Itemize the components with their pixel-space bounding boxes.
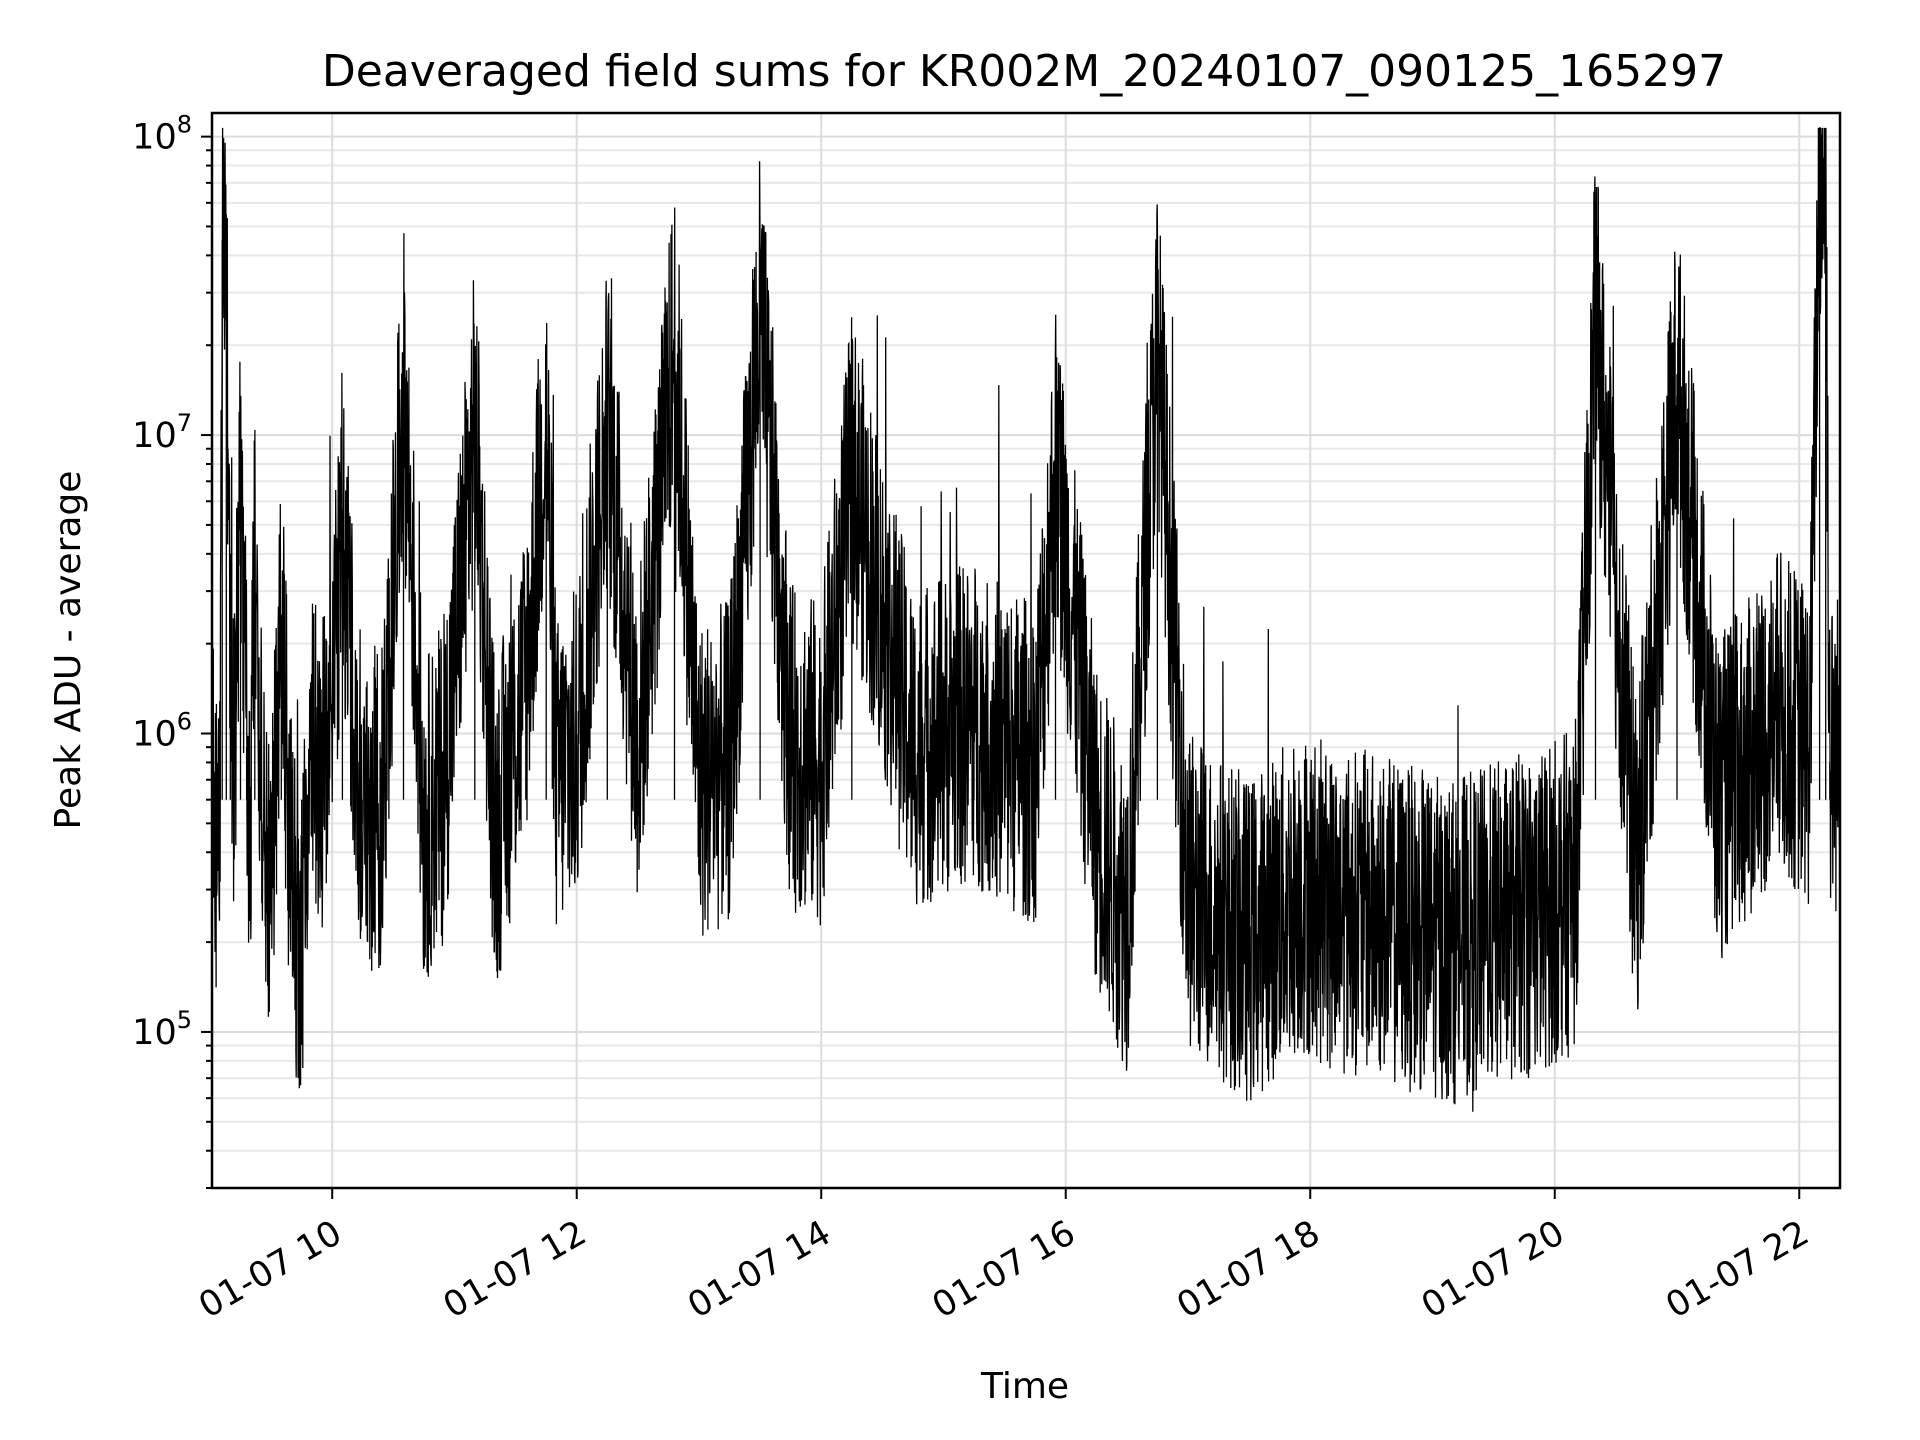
y-tick-label-exponent: 6 (177, 708, 192, 736)
plot-frame (210, 111, 1842, 1190)
y-tick-label-exponent: 8 (177, 111, 192, 139)
y-tick-label: 106 (132, 708, 192, 755)
y-tick-label: 105 (132, 1006, 192, 1053)
y-axis-label: Peak ADU - average (48, 471, 89, 830)
y-tick-label: 107 (132, 409, 192, 456)
x-tick-label: 01-07 12 (437, 1213, 593, 1326)
y-tick-label-base: 10 (132, 118, 177, 158)
series-layer (211, 127, 1841, 1112)
y-tick-label-base: 10 (132, 1013, 177, 1053)
x-tick-label: 01-07 20 (1415, 1213, 1571, 1326)
x-tick-label: 01-07 16 (926, 1213, 1082, 1326)
x-tick-label: 01-07 14 (681, 1213, 837, 1326)
x-axis-ticks: 01-07 10 01-07 12 01-07 14 01-07 16 01-07 18… (192, 1188, 1816, 1326)
y-tick-label-base: 10 (132, 715, 177, 755)
x-axis-label: Time (980, 1366, 1069, 1407)
chart-title: Deaveraged field sums for KR002M_2024010… (322, 46, 1726, 97)
x-tick-label: 01-07 18 (1170, 1213, 1326, 1326)
x-tick-label: 01-07 22 (1659, 1213, 1815, 1326)
y-tick-label-exponent: 5 (177, 1006, 192, 1034)
series-line (211, 127, 1841, 1112)
y-tick-label-exponent: 7 (177, 409, 192, 437)
y-tick-label: 108 (132, 111, 192, 158)
x-tick-label: 01-07 10 (192, 1213, 348, 1326)
y-tick-label-base: 10 (132, 416, 177, 456)
